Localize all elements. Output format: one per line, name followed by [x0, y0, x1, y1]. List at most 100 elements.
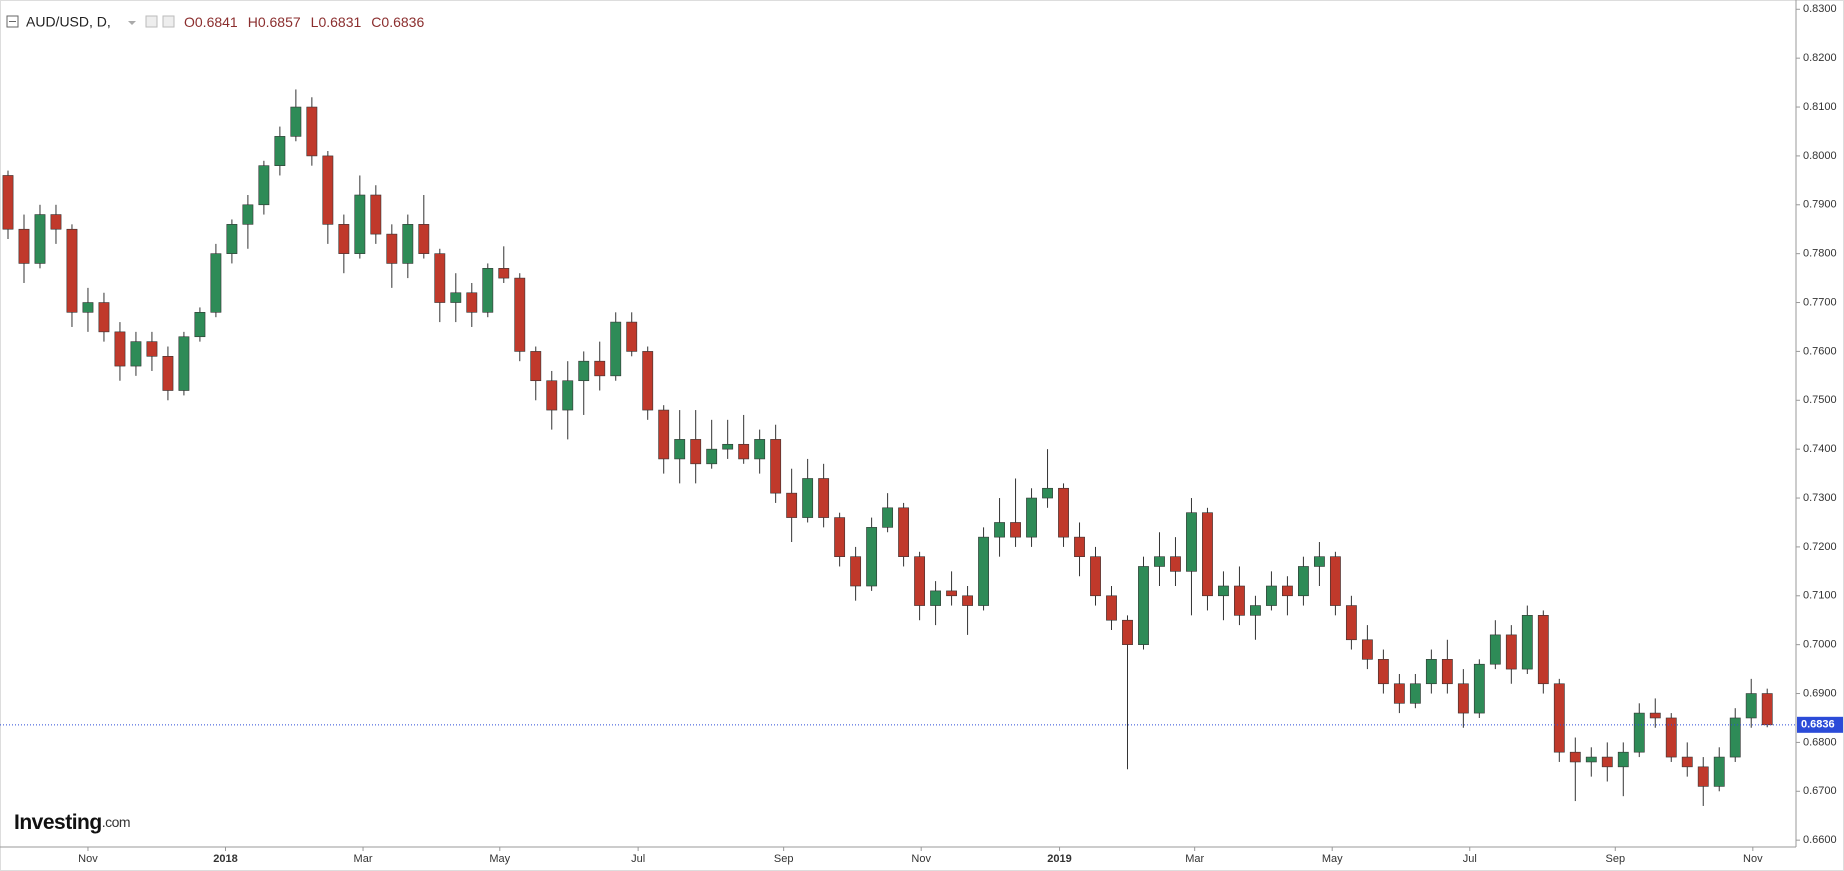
candle-body: [34, 214, 46, 264]
y-tick-label: 0.6600: [1803, 834, 1837, 846]
candle-body: [1489, 634, 1501, 665]
candle-body: [338, 224, 350, 254]
settings-icon[interactable]: [162, 15, 175, 28]
ohlc-label: C: [371, 14, 381, 30]
candle-body: [1377, 659, 1389, 685]
candle-body: [1042, 487, 1053, 499]
x-tick-label: Nov: [911, 853, 931, 865]
candle-body: [530, 351, 542, 382]
candle-body: [1425, 659, 1437, 685]
candle-body: [770, 439, 782, 494]
candle-body: [1473, 663, 1485, 714]
candle-body: [258, 165, 270, 206]
candle-body: [1345, 605, 1357, 641]
candle-body: [1122, 619, 1133, 645]
candle-body: [1266, 585, 1277, 606]
collapse-button[interactable]: [6, 15, 19, 28]
candle-body: [1090, 556, 1101, 597]
candle-body: [626, 321, 638, 352]
candle-body: [866, 527, 878, 587]
x-tick-label: Sep: [774, 853, 794, 865]
candle-body: [482, 268, 494, 313]
candle-body: [658, 409, 670, 460]
candle-body: [738, 443, 750, 460]
y-tick-label: 0.6800: [1803, 736, 1837, 748]
last-price-label: 0.6836: [1801, 719, 1835, 731]
candle-body: [162, 355, 174, 391]
candle-body: [1250, 605, 1261, 616]
candle-body: [18, 228, 30, 264]
candle-body: [1729, 717, 1741, 758]
ohlc-value: 0.6831: [318, 14, 361, 30]
candle-body: [1170, 556, 1181, 572]
y-tick-label: 0.7100: [1803, 590, 1837, 602]
ohlc-value: 0.6857: [258, 14, 301, 30]
candle-body: [1106, 595, 1117, 621]
candle-body: [402, 224, 414, 264]
candle-body: [434, 253, 446, 303]
candle-body: [578, 360, 590, 382]
candle-body: [1058, 487, 1069, 538]
candle-body: [1282, 585, 1293, 597]
candle-body: [978, 536, 989, 606]
dropdown-arrow[interactable]: [128, 21, 136, 25]
y-tick-label: 0.7200: [1803, 541, 1837, 553]
candle-body: [1393, 683, 1405, 704]
candle-body: [514, 277, 526, 352]
candle-body: [754, 439, 766, 460]
candle-body: [802, 478, 814, 518]
candle-body: [1234, 585, 1245, 616]
candle-body: [82, 302, 94, 313]
candle-body: [1681, 756, 1693, 768]
y-tick-label: 0.7500: [1803, 394, 1837, 406]
candle-body: [1617, 751, 1629, 768]
candle-body: [322, 155, 334, 225]
y-tick-label: 0.8200: [1803, 52, 1837, 64]
candle-body: [1537, 615, 1549, 685]
logo-suffix: .com: [102, 814, 130, 830]
x-tick-label: Mar: [354, 853, 373, 865]
x-tick-label: Nov: [78, 853, 98, 865]
candle-body: [50, 214, 62, 230]
x-tick-label: May: [489, 853, 510, 865]
ohlc-label: O: [184, 14, 195, 30]
candle-body: [194, 312, 206, 338]
candle-body: [594, 360, 606, 377]
candle-body: [1633, 712, 1645, 753]
candle-body: [1761, 693, 1773, 726]
candle-body: [66, 228, 78, 313]
candle-body: [450, 292, 462, 303]
candle-body: [354, 194, 366, 254]
candle-body: [226, 224, 238, 254]
candle-body: [930, 590, 942, 606]
candle-body: [1218, 585, 1229, 597]
y-tick-label: 0.7700: [1803, 296, 1837, 308]
ohlc-values: O0.6841 H0.6857 L0.6831 C0.6836: [184, 14, 424, 30]
candle-body: [610, 321, 622, 377]
candle-body: [850, 556, 862, 587]
symbol-title: AUD/USD, D,: [26, 14, 111, 30]
plot-area: [0, 89, 1796, 806]
x-tick-label: May: [1322, 853, 1343, 865]
x-tick-label: Jul: [1463, 853, 1477, 865]
candle-body: [98, 302, 110, 333]
candle-body: [1313, 556, 1325, 567]
settings-icon[interactable]: [145, 15, 158, 28]
candle-body: [1074, 536, 1085, 557]
candle-body: [1457, 683, 1469, 714]
x-tick-label: Mar: [1185, 853, 1204, 865]
candle-body: [1186, 512, 1197, 572]
candle-body: [1010, 522, 1021, 538]
candle-body: [994, 522, 1005, 538]
candle-body: [706, 448, 718, 465]
candle-body: [1649, 712, 1661, 719]
candle-body: [834, 517, 846, 557]
x-tick-label: Jul: [631, 853, 645, 865]
candle-body: [1298, 566, 1309, 597]
y-tick-label: 0.8300: [1803, 3, 1837, 15]
y-tick-label: 0.7600: [1803, 345, 1837, 357]
y-tick-label: 0.8000: [1803, 150, 1837, 162]
candle-body: [1202, 512, 1213, 597]
y-tick-label: 0.7400: [1803, 443, 1837, 455]
